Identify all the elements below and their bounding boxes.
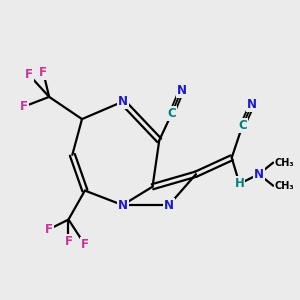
Text: N: N [118, 95, 128, 108]
Text: N: N [118, 199, 128, 212]
Text: F: F [20, 100, 28, 113]
Text: F: F [39, 66, 47, 79]
Text: H: H [235, 177, 244, 190]
Text: N: N [176, 84, 187, 97]
Text: F: F [81, 238, 89, 251]
Text: N: N [247, 98, 257, 111]
Text: C: C [238, 119, 247, 132]
Text: N: N [164, 199, 174, 212]
Text: F: F [64, 235, 73, 248]
Text: CH₃: CH₃ [275, 158, 294, 168]
Text: F: F [25, 68, 33, 81]
Text: N: N [254, 168, 264, 181]
Text: F: F [45, 223, 53, 236]
Text: C: C [167, 107, 176, 120]
Text: CH₃: CH₃ [275, 181, 294, 191]
